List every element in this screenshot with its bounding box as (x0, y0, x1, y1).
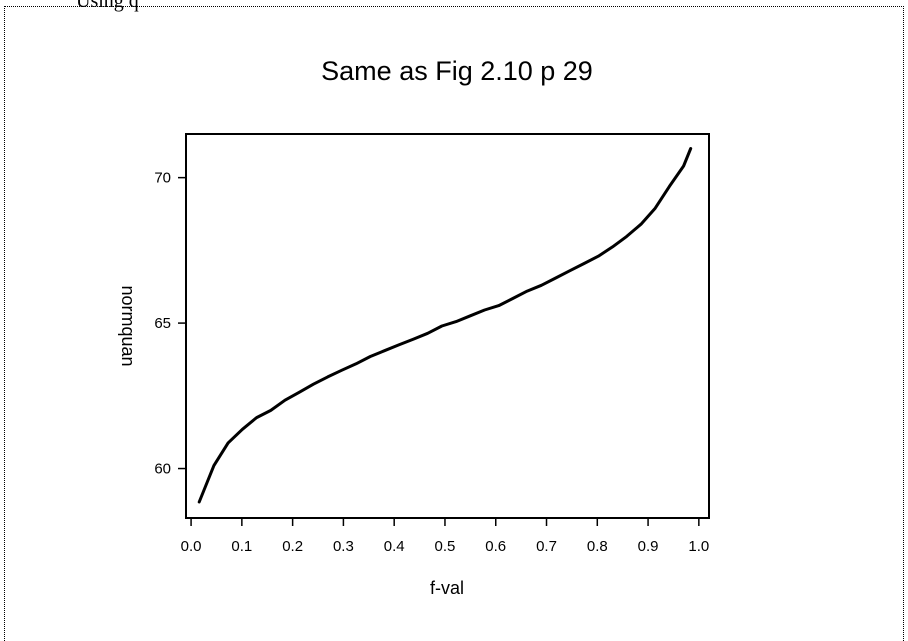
x-tick-label: 0.8 (587, 538, 608, 555)
x-axis-ticks: 0.0 0.1 0.2 0.3 0.4 0.5 0.6 0.7 0.8 0.9 1.0 (181, 518, 709, 555)
x-tick-label: 0.1 (231, 538, 252, 555)
chart-title: Same as Fig 2.10 p 29 (321, 56, 593, 86)
x-tick-label: 0.5 (435, 538, 456, 555)
y-axis-ticks: 60 65 70 (154, 170, 186, 478)
figure-frame-top (4, 6, 904, 7)
series-line (197, 147, 693, 504)
figure-frame-right (903, 6, 904, 641)
x-tick-label: 0.6 (485, 538, 506, 555)
x-tick-label: 1.0 (688, 538, 709, 555)
x-tick-label: 0.3 (333, 538, 354, 555)
x-tick-label: 0.4 (384, 538, 405, 555)
plot-frame (185, 133, 710, 519)
x-tick-label: 0.9 (638, 538, 659, 555)
figure-frame-left (4, 6, 5, 641)
y-tick-label: 60 (154, 461, 171, 478)
x-tick-label: 0.7 (536, 538, 557, 555)
y-tick-label: 70 (154, 170, 171, 187)
y-axis-label: normquan (118, 285, 138, 366)
x-axis-label: f-val (430, 578, 464, 598)
x-tick-label: 0.2 (282, 538, 303, 555)
x-tick-label: 0.0 (181, 538, 202, 555)
y-tick-label: 65 (154, 315, 171, 332)
